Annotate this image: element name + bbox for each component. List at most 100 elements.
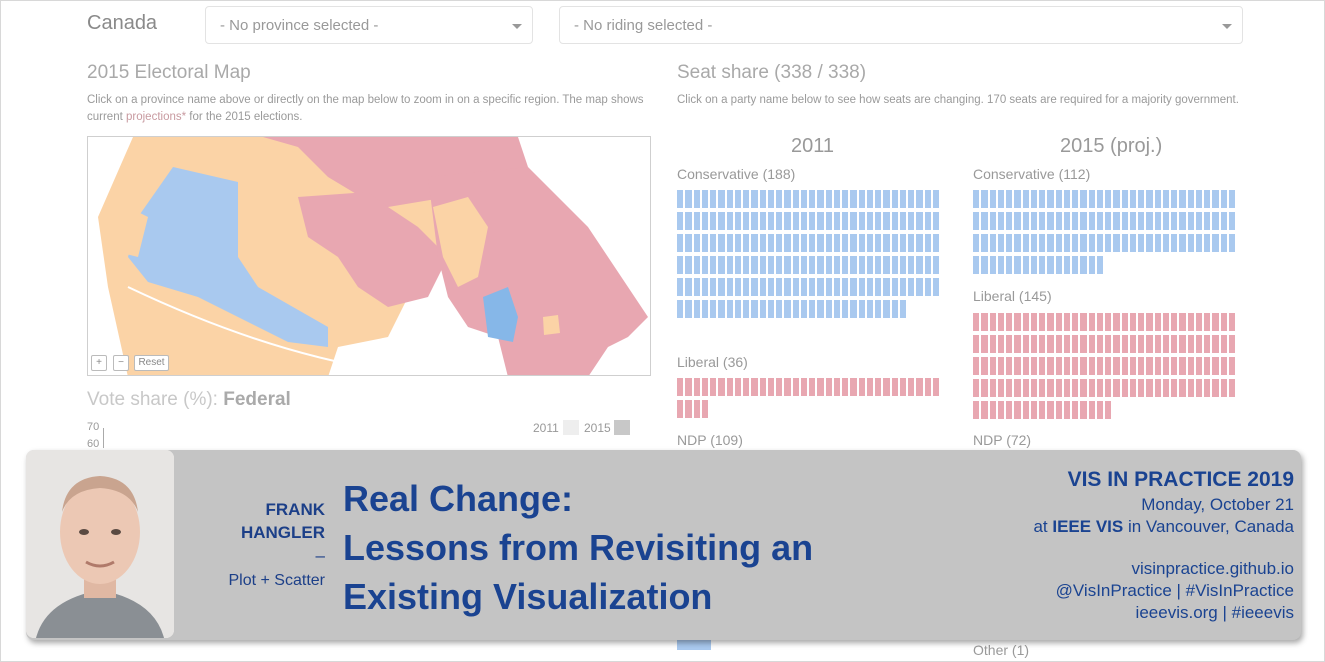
party-label-ndp-2015[interactable]: NDP (72): [973, 432, 1032, 448]
seat: [1121, 313, 1128, 331]
map-region-conservative-west[interactable]: [128, 167, 328, 347]
seat: [1129, 234, 1136, 252]
seat: [677, 400, 684, 418]
seat: [1162, 357, 1169, 375]
event-link-ieeevis[interactable]: ieeevis.org | #ieeevis: [1135, 603, 1294, 622]
event-info: VIS IN PRACTICE 2019 Monday, October 21 …: [1033, 466, 1294, 624]
party-label-conservative-2015[interactable]: Conservative (112): [973, 166, 1091, 182]
seat: [1014, 335, 1021, 353]
seat: [924, 212, 931, 230]
seat: [1171, 357, 1178, 375]
seat: [1006, 335, 1013, 353]
seat: [1212, 313, 1219, 331]
seat: [1039, 234, 1046, 252]
map-title: 2015 Electoral Map: [87, 62, 251, 83]
electoral-map[interactable]: [87, 136, 651, 376]
talk-banner: FRANK HANGLER – Plot + Scatter Real Chan…: [26, 450, 1301, 640]
map-region-ndp-atlantic[interactable]: [543, 315, 560, 335]
seat: [792, 190, 799, 208]
seat: [677, 256, 684, 274]
seat: [701, 256, 708, 274]
seat: [1030, 335, 1037, 353]
vote-share-scope[interactable]: Federal: [223, 389, 291, 410]
seat: [800, 300, 807, 318]
seat: [1162, 234, 1169, 252]
party-label-ndp-2011[interactable]: NDP (109): [677, 432, 743, 448]
seat: [908, 234, 915, 252]
seat: [784, 300, 791, 318]
seat: [1171, 212, 1178, 230]
seat: [1146, 379, 1153, 397]
seat: [825, 300, 832, 318]
seat: [701, 278, 708, 296]
seat: [981, 335, 988, 353]
seat: [677, 300, 684, 318]
seat: [809, 300, 816, 318]
seat: [825, 190, 832, 208]
reset-button[interactable]: Reset: [134, 355, 169, 371]
map-svg[interactable]: [88, 137, 651, 376]
seat: [932, 256, 939, 274]
seat: [1063, 335, 1070, 353]
event-link-twitter[interactable]: @VisInPractice | #VisInPractice: [1055, 581, 1294, 600]
map-region-ndp-coast[interactable]: [118, 207, 148, 257]
seat: [1072, 401, 1079, 419]
party-label-liberal-2015[interactable]: Liberal (145): [973, 288, 1052, 304]
seat: [1162, 190, 1169, 208]
seat: [1113, 379, 1120, 397]
seat: [858, 278, 865, 296]
seat: [1080, 313, 1087, 331]
riding-select[interactable]: - No riding selected -: [559, 6, 1243, 44]
seat: [792, 212, 799, 230]
map-region-bloc[interactable]: [483, 287, 518, 342]
seat: [1220, 190, 1227, 208]
zoom-in-button[interactable]: +: [91, 355, 107, 371]
projections-link[interactable]: projections*: [126, 111, 187, 123]
seat: [710, 300, 717, 318]
map-region-ndp-quebec[interactable]: [433, 197, 488, 287]
seat: [908, 212, 915, 230]
seat: [1006, 190, 1013, 208]
seat: [701, 212, 708, 230]
country-label[interactable]: Canada: [87, 12, 158, 34]
seat: [1129, 335, 1136, 353]
party-label-conservative-2011[interactable]: Conservative (188): [677, 166, 796, 182]
seat: [800, 278, 807, 296]
seat: [1072, 256, 1079, 274]
seat: [842, 378, 849, 396]
seat: [1030, 401, 1037, 419]
legend-2011-swatch: [563, 420, 579, 435]
seat: [883, 278, 890, 296]
seat: [693, 300, 700, 318]
event-link-website[interactable]: visinpractice.github.io: [1131, 559, 1294, 578]
seat: [1096, 190, 1103, 208]
seat: [875, 256, 882, 274]
seat: [693, 234, 700, 252]
seat: [1154, 379, 1161, 397]
seat: [1129, 357, 1136, 375]
seat: [924, 234, 931, 252]
seat: [685, 190, 692, 208]
seat: [1047, 190, 1054, 208]
riding-select-value: - No riding selected -: [574, 17, 713, 34]
speaker-first-name: FRANK: [265, 500, 326, 519]
seat: [677, 278, 684, 296]
seat: [891, 256, 898, 274]
seat: [825, 212, 832, 230]
seat: [693, 212, 700, 230]
seat: [809, 256, 816, 274]
party-label-other[interactable]: Other (1): [973, 642, 1030, 658]
map-region-liberal-east[interactable]: [428, 167, 648, 376]
seat: [1063, 401, 1070, 419]
seat: [1022, 357, 1029, 375]
seat: [899, 278, 906, 296]
seat: [1179, 379, 1186, 397]
party-label-liberal-2011[interactable]: Liberal (36): [677, 354, 748, 370]
seat: [1171, 335, 1178, 353]
zoom-out-button[interactable]: −: [113, 355, 129, 371]
province-select[interactable]: - No province selected -: [205, 6, 533, 44]
seat: [751, 256, 758, 274]
seat: [1096, 212, 1103, 230]
seat: [1146, 357, 1153, 375]
seat: [776, 234, 783, 252]
